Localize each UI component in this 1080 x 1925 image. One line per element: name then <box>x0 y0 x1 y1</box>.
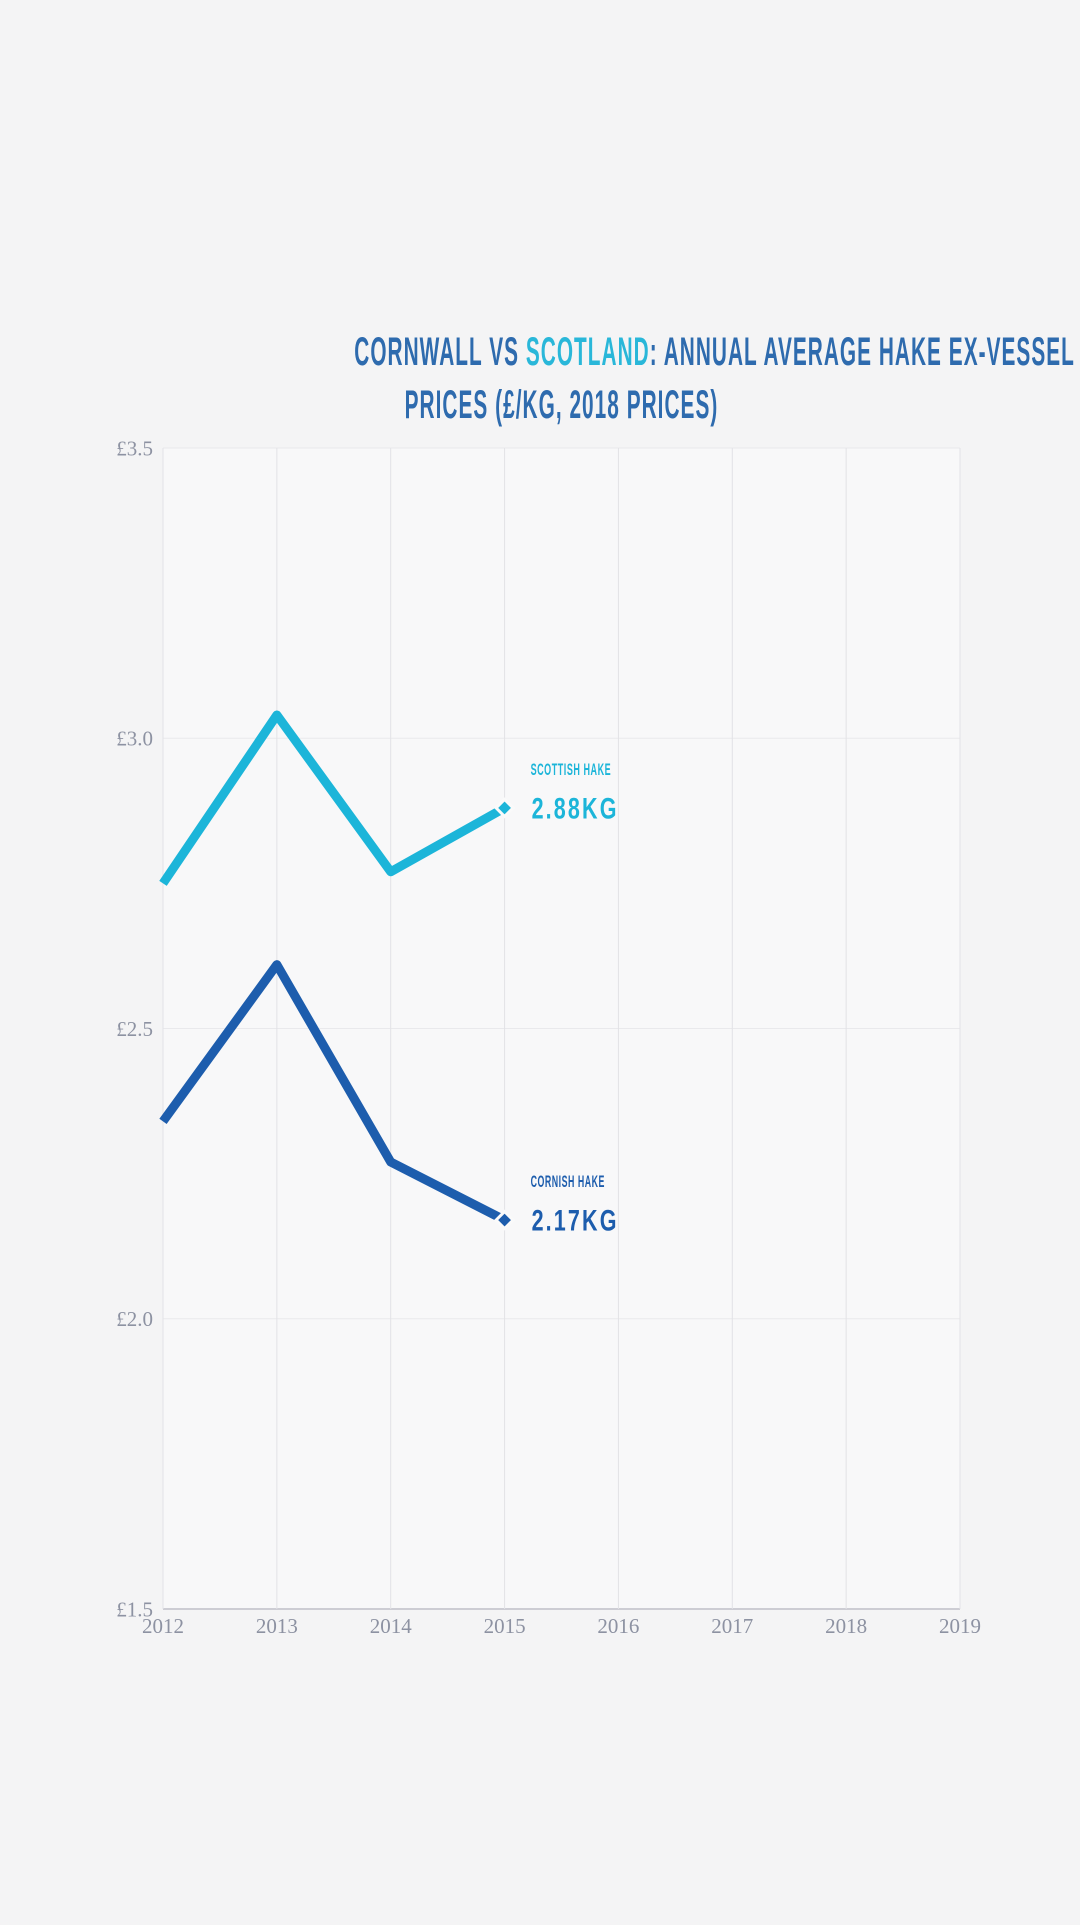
chart-title-part: : ANNUAL AVERAGE HAKE EX-VESSEL <box>649 330 1075 374</box>
x-tick-label: 2019 <box>939 1614 981 1638</box>
cornish-hake-value-label: 2.17KG <box>532 1205 619 1238</box>
x-tick-label: 2015 <box>484 1614 526 1638</box>
y-tick-label: £3.0 <box>116 727 153 751</box>
x-tick-label: 2016 <box>597 1614 639 1638</box>
cornish-hake-series-label: CORNISH HAKE <box>531 1172 605 1191</box>
x-tick-label: 2017 <box>711 1614 753 1638</box>
scottish-hake-endpoint-marker <box>493 797 516 819</box>
chart-title-line2: PRICES (£/KG, 2018 PRICES) <box>404 383 719 427</box>
y-tick-label: £2.0 <box>116 1307 153 1331</box>
chart-title: CORNWALL VS SCOTLAND: ANNUAL AVERAGE HAK… <box>163 326 1074 432</box>
scottish-hake-series-label: SCOTTISH HAKE <box>531 760 612 779</box>
x-tick-label: 2012 <box>142 1614 184 1638</box>
scottish-hake-line <box>159 710 507 886</box>
cornish-hake-line <box>159 960 507 1225</box>
x-tick-label: 2013 <box>256 1614 298 1638</box>
x-tick-label: 2018 <box>825 1614 867 1638</box>
y-tick-label: £2.5 <box>116 1017 153 1041</box>
chart-title-line1: CORNWALL VS SCOTLAND: ANNUAL AVERAGE HAK… <box>354 326 1074 379</box>
chart-title-part: SCOTLAND <box>525 330 650 374</box>
y-tick-label: £3.5 <box>116 436 153 460</box>
scottish-hake-value-label: 2.88KG <box>532 792 619 825</box>
y-tick-label: £1.5 <box>116 1597 153 1621</box>
x-tick-label: 2014 <box>370 1614 413 1638</box>
chart-title-part: CORNWALL VS <box>354 330 526 374</box>
cornish-hake-endpoint-marker <box>493 1209 516 1231</box>
